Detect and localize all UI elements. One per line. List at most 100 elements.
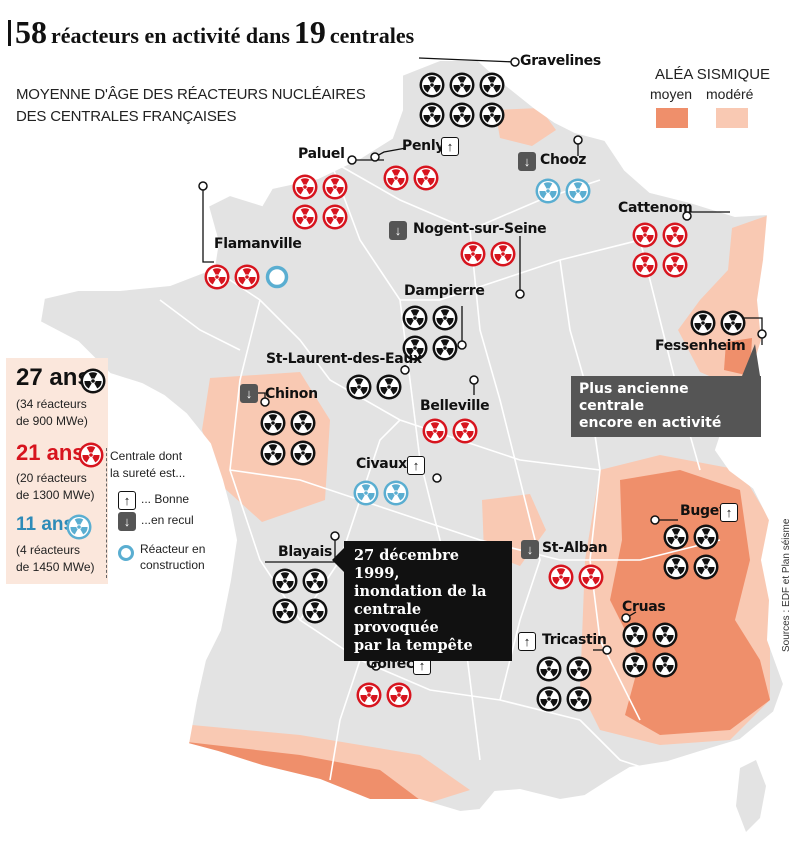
reactor-icon [490, 241, 516, 272]
legend-11-ans: 11 ans [16, 514, 75, 535]
main-title: 58 réacteurs en activité dans 19 central… [8, 14, 414, 51]
plant-name-bugey: Bugey [680, 503, 728, 519]
reactor-icon [622, 622, 648, 653]
seismic-zone-alps-high [610, 470, 770, 735]
reactor-icon [419, 72, 445, 103]
legend-reactor-mid-icon [78, 442, 104, 473]
reactor-icon [479, 72, 505, 103]
plant-name-paluel: Paluel [298, 146, 345, 162]
reactor-icon [353, 480, 379, 511]
seismic-label-modere: modéré [706, 86, 754, 102]
reactor-icon [460, 241, 486, 272]
reactor-icon [662, 252, 688, 283]
plant-name-gravelines: Gravelines [520, 53, 601, 69]
legend-good: ... Bonne [141, 492, 190, 506]
plant-name-fessenheim: Fessenheim [655, 338, 746, 354]
reactor-icon [578, 564, 604, 595]
reactor-icon [204, 264, 230, 295]
plant-name-civaux: Civaux [356, 456, 407, 472]
plant-name-belleville: Belleville [420, 398, 490, 414]
plant-name-penly: Penly [402, 138, 445, 154]
legend-divider [106, 448, 107, 578]
legend-21-ans: 21 ans [16, 440, 85, 465]
reactor-icon [536, 686, 562, 717]
legend-reactor-young-icon [66, 514, 92, 545]
title-part1: réacteurs en activité dans [51, 23, 290, 48]
france-coastline [38, 59, 786, 814]
reactor-icon [322, 174, 348, 205]
plant-name-st-alban: St-Alban [542, 540, 608, 556]
legend-arrow-up-icon: ↑ [118, 491, 136, 510]
age-legend: 27 ans (34 réacteurs de 900 MWe) 21 ans (… [6, 358, 108, 584]
reactor-icon [632, 222, 658, 253]
legend-27-note: (34 réacteurs de 900 MWe) [16, 397, 88, 428]
title-part2: centrales [329, 23, 415, 48]
reactor-icon [566, 686, 592, 717]
reactor-icon [376, 374, 402, 405]
legend-construction: Réacteur en construction [140, 542, 206, 572]
subtitle: MOYENNE D'ÂGE DES RÉACTEURS NUCLÉAIRES D… [16, 84, 366, 128]
plant-name-chinon: Chinon [265, 386, 318, 402]
reactor-icon [663, 524, 689, 555]
subtitle-line2: DES CENTRALES FRANÇAISES [16, 108, 237, 125]
reactor-icon [662, 222, 688, 253]
trend-down-icon: ↓ [240, 384, 258, 403]
reactor-icon [432, 335, 458, 366]
plant-name-cruas: Cruas [622, 599, 666, 615]
corsica [736, 760, 766, 832]
fessenheim-callout: Plus ancienne centrale encore en activit… [571, 376, 761, 437]
reactor-icon [290, 410, 316, 441]
title-reactor-count: 58 [15, 14, 47, 50]
reactor-icon [302, 568, 328, 599]
reactor-icon [479, 102, 505, 133]
reactor-icon [652, 652, 678, 683]
blayais-callout: 27 décembre 1999, inondation de la centr… [344, 541, 512, 661]
legend-safety-line2: la sureté est... [110, 466, 186, 480]
reactor-icon [402, 305, 428, 336]
reactor-icon [402, 335, 428, 366]
seismic-legend-title: ALÉA SISMIQUE [655, 66, 771, 83]
reactor-icon [356, 682, 382, 713]
reactor-icon [449, 72, 475, 103]
reactor-icon [535, 178, 561, 209]
reactor-icon [690, 310, 716, 341]
trend-up-icon: ↑ [720, 503, 738, 522]
plant-name-flamanville: Flamanville [214, 236, 302, 252]
blayais-callout-line2: inondation de la [354, 583, 487, 600]
source-note: Sources : EDF et Plan séisme [781, 518, 792, 652]
plant-name-chooz: Chooz [540, 152, 587, 168]
legend-construction-icon [118, 545, 134, 561]
title-bar [8, 20, 11, 46]
reactor-icon [386, 682, 412, 713]
blayais-callout-line3: centrale provoquée [354, 601, 439, 636]
legend-21-note: (20 réacteurs de 1300 MWe) [16, 471, 95, 502]
reactor-icon [452, 418, 478, 449]
plant-location-dots [198, 57, 767, 671]
reactor-icon [413, 165, 439, 196]
plant-name-dampierre: Dampierre [404, 283, 485, 299]
reactor-icon [292, 174, 318, 205]
reactor-icon [566, 656, 592, 687]
reactor-icon [565, 178, 591, 209]
reactor-icon [290, 440, 316, 471]
title-plant-count: 19 [293, 14, 326, 50]
legend-safety-line1: Centrale dont [110, 449, 183, 463]
reactor-icon [272, 598, 298, 629]
seismic-zone-north [495, 108, 556, 146]
trend-up-icon: ↑ [407, 456, 425, 475]
reactor-icon [449, 102, 475, 133]
reactor-icon [322, 204, 348, 235]
reactor-icon [693, 524, 719, 555]
reactor-icon [234, 264, 260, 295]
plant-name-blayais: Blayais [278, 544, 333, 560]
reactor-icon [432, 305, 458, 336]
reactor-icon [693, 554, 719, 585]
legend-11-note: (4 réacteurs de 1450 MWe) [16, 543, 95, 574]
trend-down-icon: ↓ [521, 540, 539, 559]
reactor-icon [260, 440, 286, 471]
plant-name-cattenom: Cattenom [618, 200, 693, 216]
reactor-icon [302, 598, 328, 629]
seismic-label-moyen: moyen [650, 86, 693, 102]
reactor-construction-icon [264, 264, 290, 295]
plant-name-nogent-sur-seine: Nogent-sur-Seine [413, 221, 547, 237]
